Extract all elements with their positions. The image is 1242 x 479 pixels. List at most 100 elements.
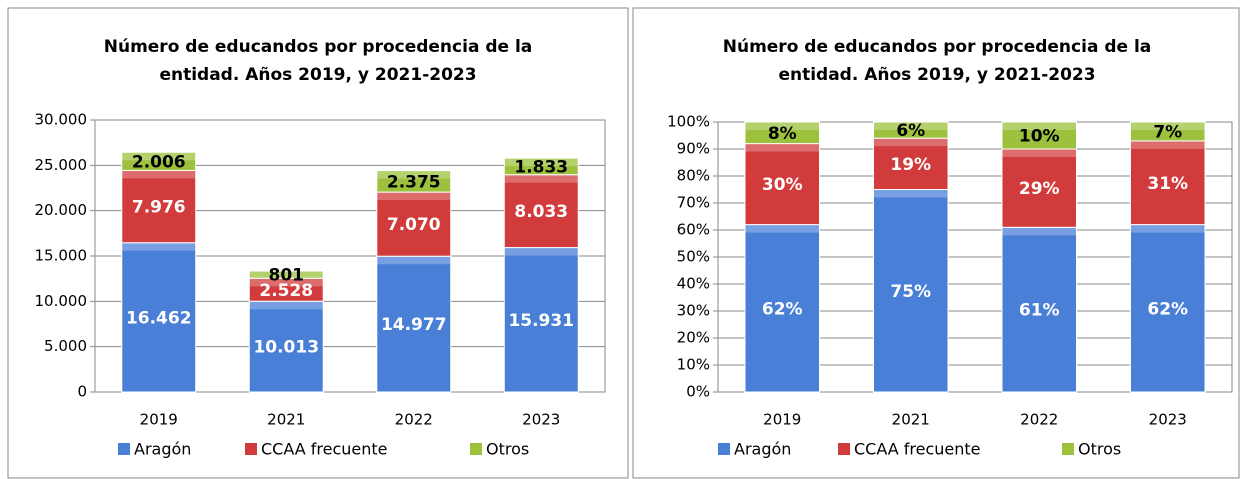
bar-segment	[1001, 121, 1078, 150]
bar-shade	[744, 224, 820, 233]
bar-segment	[503, 247, 579, 393]
legend-swatch	[718, 443, 730, 455]
x-tick-label: 2021	[267, 411, 305, 429]
bar-shade	[376, 192, 451, 201]
y-tick-label: 70%	[677, 194, 710, 212]
x-tick-label: 2023	[1149, 411, 1187, 429]
data-label: 6%	[896, 121, 925, 141]
bar-shade	[1001, 122, 1077, 130]
bar-segment	[744, 121, 821, 145]
legend-swatch	[245, 443, 257, 455]
x-tick-label: 2022	[395, 411, 433, 429]
data-label: 19%	[890, 155, 931, 175]
bar-shade	[376, 170, 451, 179]
bar-segment	[376, 255, 452, 393]
y-tick-label: 90%	[677, 140, 710, 158]
bar-shade	[744, 122, 820, 130]
x-tick-label: 2019	[763, 411, 801, 429]
y-tick-label: 5.000	[44, 337, 87, 355]
bar-segment	[376, 170, 452, 193]
bar-segment	[1129, 121, 1206, 142]
data-label: 61%	[1019, 301, 1060, 321]
y-tick-label: 100%	[667, 113, 710, 131]
bar-segment	[248, 270, 324, 279]
y-tick-label: 60%	[677, 221, 710, 239]
data-label: 29%	[1019, 179, 1060, 199]
bar-shade	[376, 256, 451, 265]
chart-title: Número de educandos por procedencia de l…	[104, 37, 533, 57]
y-tick-label: 50%	[677, 248, 710, 266]
bar-segment	[1001, 226, 1078, 393]
bar-shade	[121, 242, 196, 251]
x-tick-label: 2023	[522, 411, 560, 429]
bar-shade	[504, 158, 579, 167]
data-label: 7.070	[387, 215, 441, 235]
legend-label: Otros	[486, 440, 529, 459]
y-tick-label: 25.000	[35, 156, 88, 174]
legend-label: CCAA frecuente	[261, 440, 388, 459]
y-tick-label: 20%	[677, 329, 710, 347]
legend-label: CCAA frecuente	[854, 440, 981, 459]
bar-shade	[1130, 224, 1206, 233]
y-tick-label: 40%	[677, 275, 710, 293]
data-label: 2.006	[132, 152, 186, 172]
y-tick-label: 30%	[677, 302, 710, 320]
y-tick-label: 30.000	[35, 111, 88, 129]
bar-shade	[121, 152, 196, 161]
bar-shade	[249, 301, 324, 310]
legend-label: Otros	[1078, 440, 1121, 459]
data-label: 1.833	[514, 157, 568, 177]
bar-shade	[249, 278, 324, 287]
x-tick-label: 2021	[892, 411, 930, 429]
data-label: 801	[269, 266, 305, 286]
legend-label: Aragón	[734, 440, 791, 459]
bar-shade	[1001, 149, 1077, 157]
data-label: 10%	[1019, 127, 1060, 147]
y-tick-label: 10.000	[35, 292, 88, 310]
legend-label: Aragón	[134, 440, 191, 459]
bar-segment	[121, 169, 197, 244]
bar-shade	[873, 138, 949, 147]
bar-segment	[503, 174, 579, 249]
bar-segment	[872, 137, 949, 190]
chart-title: Número de educandos por procedencia de l…	[723, 37, 1152, 57]
chart-title: entidad. Años 2019, y 2021-2023	[159, 65, 476, 85]
bar-segment	[121, 151, 197, 171]
data-label: 7%	[1153, 122, 1182, 142]
bar-shade	[121, 170, 196, 179]
bar-shade	[873, 189, 949, 198]
data-label: 8.033	[514, 202, 568, 222]
data-label: 16.462	[126, 308, 192, 328]
data-label: 62%	[1147, 299, 1188, 319]
y-tick-label: 0%	[686, 383, 710, 401]
bar-segment	[503, 157, 579, 176]
bar-segment	[376, 191, 452, 257]
bar-segment	[121, 242, 197, 393]
bar-segment	[248, 300, 324, 393]
data-label: 75%	[890, 282, 931, 302]
data-label: 15.931	[508, 311, 574, 331]
data-label: 7.976	[132, 198, 186, 218]
bar-shade	[249, 271, 324, 279]
bar-shade	[873, 122, 949, 130]
y-tick-label: 20.000	[35, 201, 88, 219]
data-label: 2.528	[259, 281, 313, 301]
data-label: 31%	[1147, 174, 1188, 194]
bar-shade	[1001, 227, 1077, 236]
legend-swatch	[1062, 443, 1074, 455]
data-label: 62%	[762, 299, 803, 319]
bar-segment	[744, 224, 821, 393]
bar-segment	[872, 189, 949, 393]
x-tick-label: 2019	[140, 411, 178, 429]
bar-segment	[872, 121, 949, 139]
y-tick-label: 0	[77, 383, 87, 401]
y-tick-label: 15.000	[35, 247, 88, 265]
data-label: 2.375	[387, 172, 441, 192]
bar-shade	[1130, 140, 1206, 149]
y-tick-label: 80%	[677, 167, 710, 185]
bar-shade	[504, 174, 579, 183]
bar-shade	[1130, 122, 1206, 130]
legend-swatch	[470, 443, 482, 455]
legend-swatch	[118, 443, 130, 455]
